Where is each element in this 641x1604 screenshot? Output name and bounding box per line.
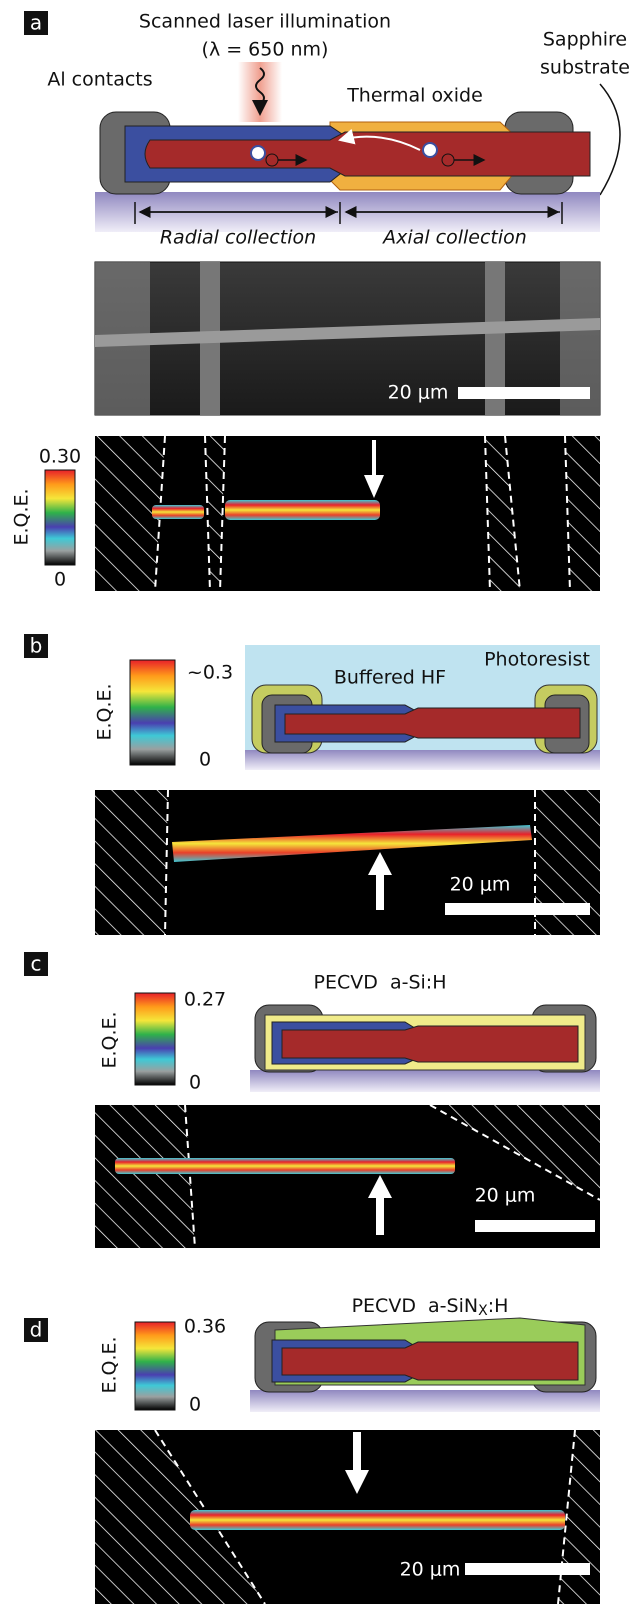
mask-label: Photoresist: [484, 649, 590, 671]
colorbar-min: 0: [189, 1072, 201, 1094]
scale-bar: [465, 1563, 590, 1575]
scale-bar-label: 20 μm: [400, 1559, 461, 1581]
electron: [251, 146, 265, 160]
region-label: Axial collection: [381, 227, 527, 249]
substrate-label: substrate: [540, 57, 630, 79]
nanowire-core: [282, 1342, 578, 1380]
colorbar-min: 0: [199, 749, 211, 771]
eqe-signal: [225, 500, 380, 520]
substrate-label: Sapphire: [543, 29, 627, 51]
panel-label: b: [30, 634, 43, 658]
substrate: [250, 1390, 600, 1412]
contact-hatch: [565, 436, 600, 591]
scale-bar-label: 20 μm: [388, 382, 449, 404]
colorbar-max: 0.30: [39, 446, 81, 468]
coating-text: :H: [488, 1295, 509, 1317]
leader-line: [600, 84, 620, 195]
figure: a Scanned laser illumination (λ = 650 nm…: [0, 0, 641, 1604]
colorbar-title: E.Q.E.: [99, 1011, 121, 1068]
region-label: Radial collection: [160, 227, 316, 249]
coating-label: Buffered HF: [334, 667, 446, 689]
colorbar: [135, 1322, 175, 1410]
contacts-label: Al contacts: [47, 69, 152, 91]
electron: [423, 143, 437, 157]
colorbar: [45, 470, 75, 565]
coating-label: PECVD a-SiNX:H: [352, 1295, 509, 1320]
substrate: [250, 1070, 600, 1092]
panel-label: a: [30, 11, 42, 35]
scale-bar: [445, 903, 590, 915]
eqe-signal: [152, 505, 204, 519]
illumination-wavelength: (λ = 650 nm): [202, 39, 329, 61]
colorbar-min: 0: [189, 1394, 201, 1416]
panel-label: c: [31, 952, 42, 976]
colorbar-title: E.Q.E.: [11, 488, 33, 545]
scale-bar-label: 20 μm: [450, 874, 511, 896]
scale-bar: [458, 387, 590, 399]
coating-subscript: X: [478, 1303, 488, 1319]
coating-text: PECVD a-SiN: [352, 1295, 479, 1317]
scale-bar: [475, 1220, 595, 1232]
panel-label: d: [30, 1318, 43, 1342]
scale-bar-label: 20 μm: [475, 1185, 536, 1207]
oxide-label: Thermal oxide: [346, 85, 483, 107]
illumination-label: Scanned laser illumination: [139, 11, 391, 33]
colorbar: [130, 660, 175, 765]
eqe-signal: [190, 1510, 565, 1530]
colorbar-max: ~0.3: [187, 662, 233, 684]
contact-hatch: [95, 1105, 195, 1248]
colorbar-max: 0.36: [184, 1316, 226, 1338]
coating-label: PECVD a-Si:H: [314, 972, 447, 994]
colorbar: [135, 993, 175, 1085]
nanowire-core: [282, 1026, 578, 1062]
contact-hatch: [95, 790, 168, 935]
colorbar-max: 0.27: [184, 989, 226, 1011]
colorbar-title: E.Q.E.: [94, 683, 116, 740]
eqe-signal: [115, 1158, 455, 1174]
colorbar-min: 0: [54, 569, 66, 591]
colorbar-title: E.Q.E.: [99, 1336, 121, 1393]
